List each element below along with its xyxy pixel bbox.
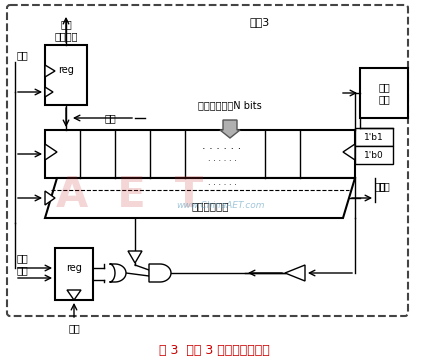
Text: 1'b0: 1'b0	[364, 150, 384, 159]
Bar	[55, 248, 93, 300]
Text: · · · · · ·: · · · · · ·	[208, 158, 236, 166]
Polygon shape	[45, 87, 53, 97]
Bar	[45, 45, 87, 105]
Polygon shape	[45, 191, 55, 205]
Text: reg: reg	[66, 263, 82, 273]
Text: 串行
数据输出: 串行 数据输出	[54, 19, 78, 41]
Text: 左移: 左移	[104, 113, 116, 123]
Polygon shape	[343, 144, 355, 160]
Text: 时钟: 时钟	[16, 50, 28, 60]
Text: 时钟: 时钟	[68, 323, 80, 333]
Polygon shape	[67, 290, 81, 300]
Bar	[355, 128, 393, 146]
Polygon shape	[128, 251, 142, 263]
Text: 时钟: 时钟	[378, 181, 390, 191]
Polygon shape	[109, 264, 126, 282]
Text: 时钟: 时钟	[374, 181, 386, 191]
Polygon shape	[285, 265, 305, 281]
FancyArrow shape	[220, 120, 240, 138]
Bar	[355, 146, 393, 164]
Polygon shape	[45, 178, 355, 218]
Text: A  E  T: A E T	[56, 174, 204, 216]
Text: 或及与位操作: 或及与位操作	[191, 201, 229, 211]
Text: 1'b1: 1'b1	[364, 132, 384, 142]
Text: 控制
信号: 控制 信号	[16, 253, 28, 275]
Polygon shape	[149, 264, 171, 282]
Bar	[45, 130, 355, 178]
Text: www.ChinaAET.com: www.ChinaAET.com	[176, 201, 264, 210]
Text: reg: reg	[58, 65, 74, 75]
Polygon shape	[45, 144, 57, 160]
Text: · · · · · ·: · · · · · ·	[208, 181, 236, 190]
Text: 图 3  方法 3 的硬件实现方案: 图 3 方法 3 的硬件实现方案	[159, 344, 269, 356]
FancyBboxPatch shape	[7, 5, 408, 316]
Text: 方法3: 方法3	[250, 17, 270, 27]
Text: · · · · · ·: · · · · · ·	[202, 144, 242, 154]
Polygon shape	[45, 65, 55, 77]
Bar	[360, 68, 408, 118]
Text: 奇偶
检测: 奇偶 检测	[378, 82, 390, 104]
Text: 并行数据输入N bits: 并行数据输入N bits	[198, 100, 262, 110]
